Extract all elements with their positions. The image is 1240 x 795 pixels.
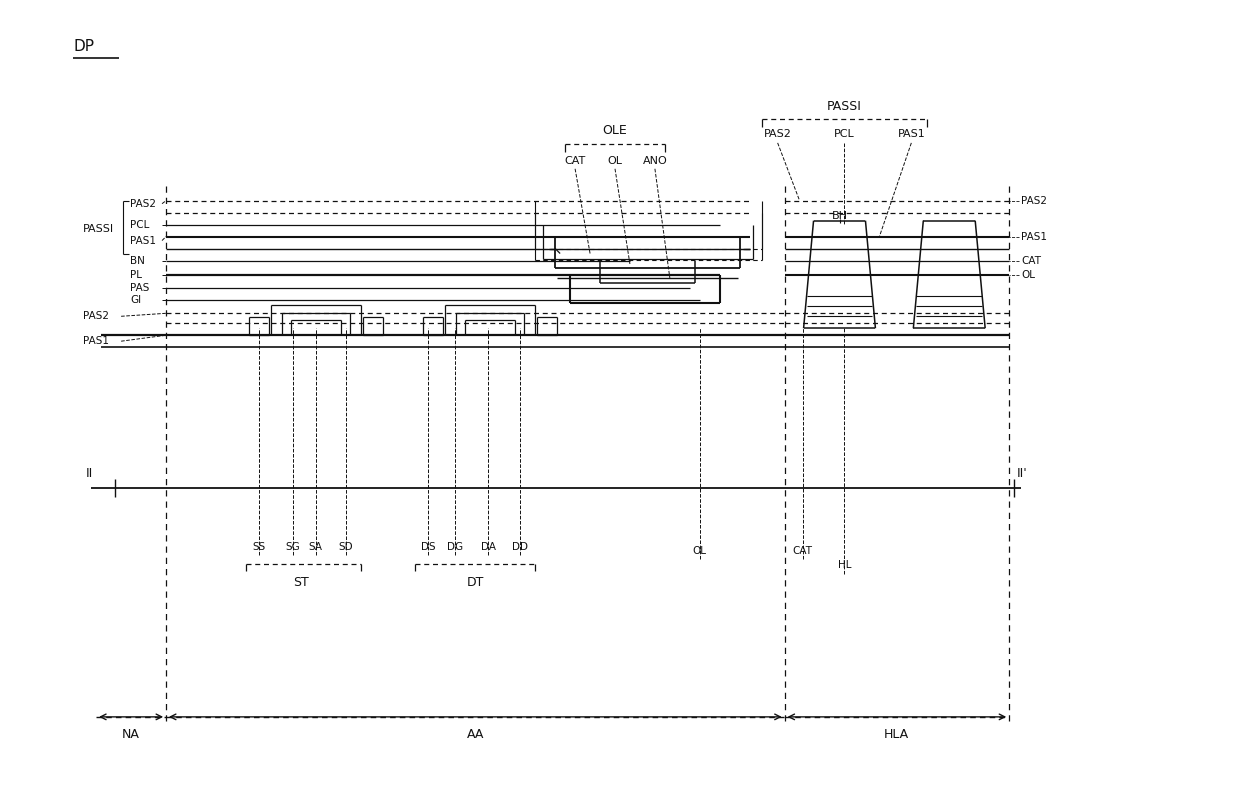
Text: DT: DT — [466, 576, 484, 589]
Text: ST: ST — [293, 576, 309, 589]
Text: PASSI: PASSI — [827, 99, 862, 113]
Text: PAS: PAS — [130, 283, 150, 293]
Text: PAS2: PAS2 — [83, 312, 109, 321]
Text: OL: OL — [693, 546, 707, 556]
Text: DG: DG — [448, 542, 464, 553]
Text: SS: SS — [252, 542, 265, 553]
Text: DS: DS — [422, 542, 435, 553]
Text: PAS1: PAS1 — [83, 336, 109, 346]
Text: DP: DP — [73, 39, 94, 54]
Text: PAS1: PAS1 — [1021, 231, 1047, 242]
Text: HL: HL — [838, 560, 851, 570]
Text: PASSI: PASSI — [83, 223, 114, 234]
Text: PAS1: PAS1 — [898, 129, 925, 139]
Text: OL: OL — [1021, 270, 1035, 281]
Text: ANO: ANO — [642, 156, 667, 166]
Text: CAT: CAT — [564, 156, 585, 166]
Text: PAS2: PAS2 — [130, 199, 156, 208]
Text: PL: PL — [130, 270, 143, 281]
Text: PAS2: PAS2 — [1021, 196, 1047, 206]
Text: II: II — [87, 467, 93, 480]
Text: PCL: PCL — [835, 129, 854, 139]
Text: CAT: CAT — [792, 546, 812, 556]
Text: PAS2: PAS2 — [764, 129, 791, 139]
Text: PCL: PCL — [130, 219, 150, 230]
Text: SG: SG — [285, 542, 300, 553]
Text: II': II' — [1017, 467, 1028, 480]
Text: PAS1: PAS1 — [130, 235, 156, 246]
Text: DA: DA — [481, 542, 496, 553]
Text: OL: OL — [608, 156, 622, 166]
Text: AA: AA — [466, 728, 484, 741]
Text: BN: BN — [130, 257, 145, 266]
Text: DD: DD — [512, 542, 528, 553]
Text: OLE: OLE — [603, 125, 627, 138]
Text: SA: SA — [309, 542, 322, 553]
Text: GI: GI — [130, 295, 141, 305]
Text: BH: BH — [832, 211, 847, 221]
Text: CAT: CAT — [1021, 257, 1042, 266]
Text: NA: NA — [123, 728, 140, 741]
Text: SD: SD — [339, 542, 353, 553]
Text: HLA: HLA — [884, 728, 909, 741]
